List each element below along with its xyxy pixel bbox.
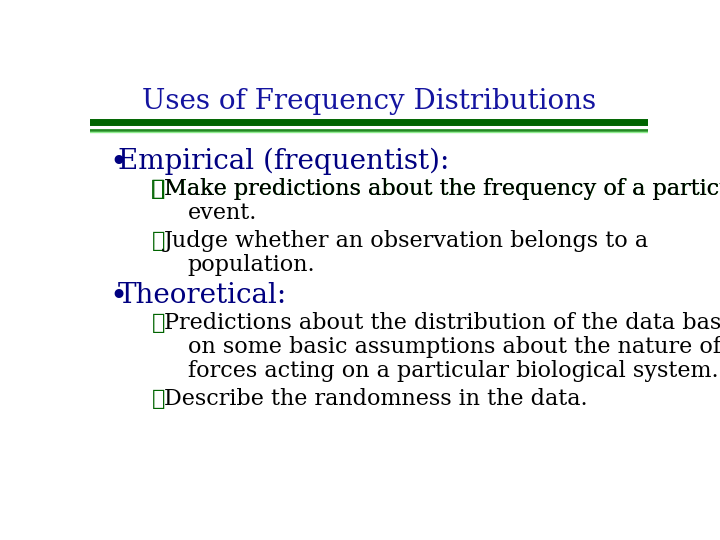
Text: forces acting on a particular biological system.: forces acting on a particular biological… — [188, 360, 719, 382]
Text: Describe the randomness in the data.: Describe the randomness in the data. — [163, 388, 588, 410]
Text: Judge whether an observation belongs to a: Judge whether an observation belongs to … — [163, 230, 649, 252]
Text: •: • — [109, 282, 127, 313]
Text: event.: event. — [188, 202, 257, 224]
Text: ✓: ✓ — [151, 312, 165, 334]
Text: •: • — [109, 148, 127, 179]
Text: on some basic assumptions about the nature of the: on some basic assumptions about the natu… — [188, 336, 720, 358]
Text: Theoretical:: Theoretical: — [118, 282, 287, 309]
Text: ✓: ✓ — [151, 230, 165, 252]
Text: ✓: ✓ — [151, 178, 165, 200]
Text: Predictions about the distribution of the data based: Predictions about the distribution of th… — [163, 312, 720, 334]
Text: Make predictions about the frequency of a particular: Make predictions about the frequency of … — [163, 178, 720, 200]
Text: ✓Make predictions about the frequency of a particular: ✓Make predictions about the frequency of… — [151, 178, 720, 200]
Text: Empirical (frequentist):: Empirical (frequentist): — [118, 148, 449, 176]
Text: ✓: ✓ — [151, 388, 165, 410]
Text: Uses of Frequency Distributions: Uses of Frequency Distributions — [142, 87, 596, 114]
Text: population.: population. — [188, 254, 315, 276]
